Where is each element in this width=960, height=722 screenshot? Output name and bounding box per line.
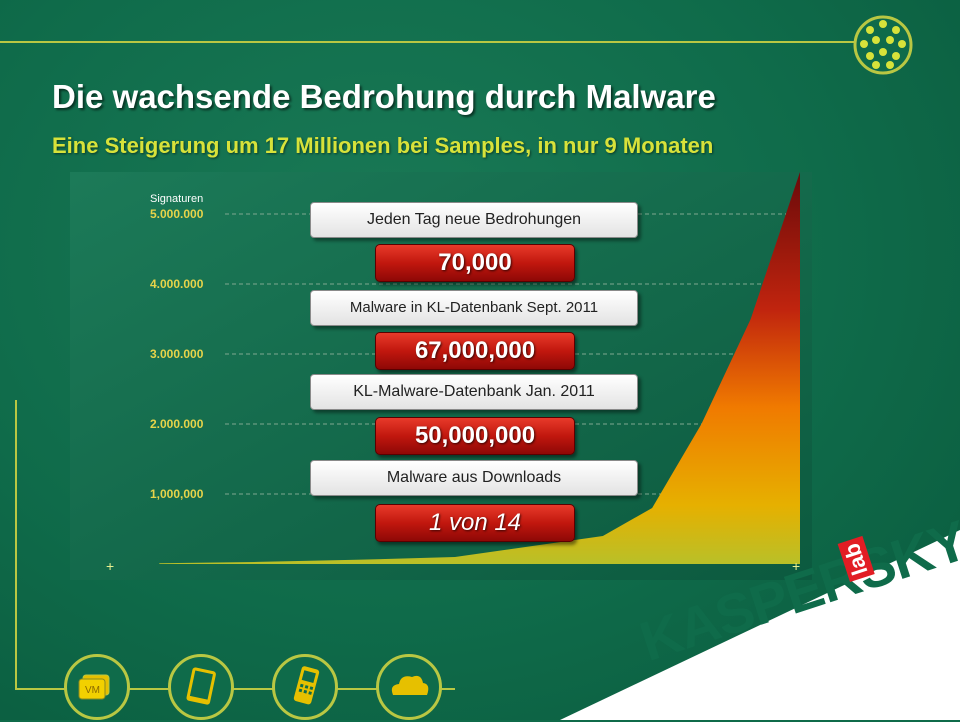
value-kl-db-sept: 67,000,000	[375, 332, 575, 370]
cloud-icon	[391, 675, 429, 695]
y-tick-label: 4.000.000	[150, 277, 204, 291]
y-tick-label: 1,000,000	[150, 487, 204, 501]
x-tick-label: 2007	[540, 579, 567, 580]
value-daily-threats: 70,000	[375, 244, 575, 282]
vm-icon-circle[interactable]: VM	[64, 654, 130, 720]
y-tick-label: 2.000.000	[150, 417, 204, 431]
slide-title: Die wachsende Bedrohung durch Malware	[52, 78, 716, 115]
callout-daily-threats: Jeden Tag neue Bedrohungen	[310, 202, 638, 238]
mobile-phone-icon-circle[interactable]	[272, 654, 338, 720]
sparkle-icon-right: +	[792, 558, 800, 574]
vm-icon: VM	[78, 674, 110, 700]
virus-globe-icon	[853, 15, 913, 75]
cloud-icon-circle[interactable]	[376, 654, 442, 720]
mobile-phone-icon	[293, 666, 320, 705]
y-tick-label: 5.000.000	[150, 207, 204, 221]
x-tick-label: 2011	[738, 579, 764, 580]
bottom-divider-line	[15, 688, 455, 690]
x-tick-label: 2001	[245, 579, 272, 580]
value-downloads: 1 von 14	[375, 504, 575, 542]
sparkle-icon-left: +	[106, 558, 114, 574]
top-divider-line	[0, 41, 855, 43]
left-divider-line	[15, 400, 17, 690]
tablet-icon	[186, 667, 216, 705]
x-tick-label: 2005	[442, 579, 469, 580]
callout-kl-db-sept: Malware in KL-Datenbank Sept. 2011	[310, 290, 638, 326]
value-kl-db-jan: 50,000,000	[375, 417, 575, 455]
tablet-icon-circle[interactable]	[168, 654, 234, 720]
callout-kl-db-jan: KL-Malware-Datenbank Jan. 2011	[310, 374, 638, 410]
svg-text:VM: VM	[85, 685, 100, 696]
y-axis-label: Signaturen	[150, 193, 203, 205]
slide-subtitle: Eine Steigerung um 17 Millionen bei Samp…	[52, 133, 714, 158]
malware-area-series	[159, 172, 800, 564]
x-tick-label: 2003	[343, 579, 370, 580]
x-tick-label: 2009	[639, 579, 666, 580]
x-tick-label: 1999	[146, 579, 173, 580]
y-tick-label: 3.000.000	[150, 347, 204, 361]
callout-downloads: Malware aus Downloads	[310, 460, 638, 496]
